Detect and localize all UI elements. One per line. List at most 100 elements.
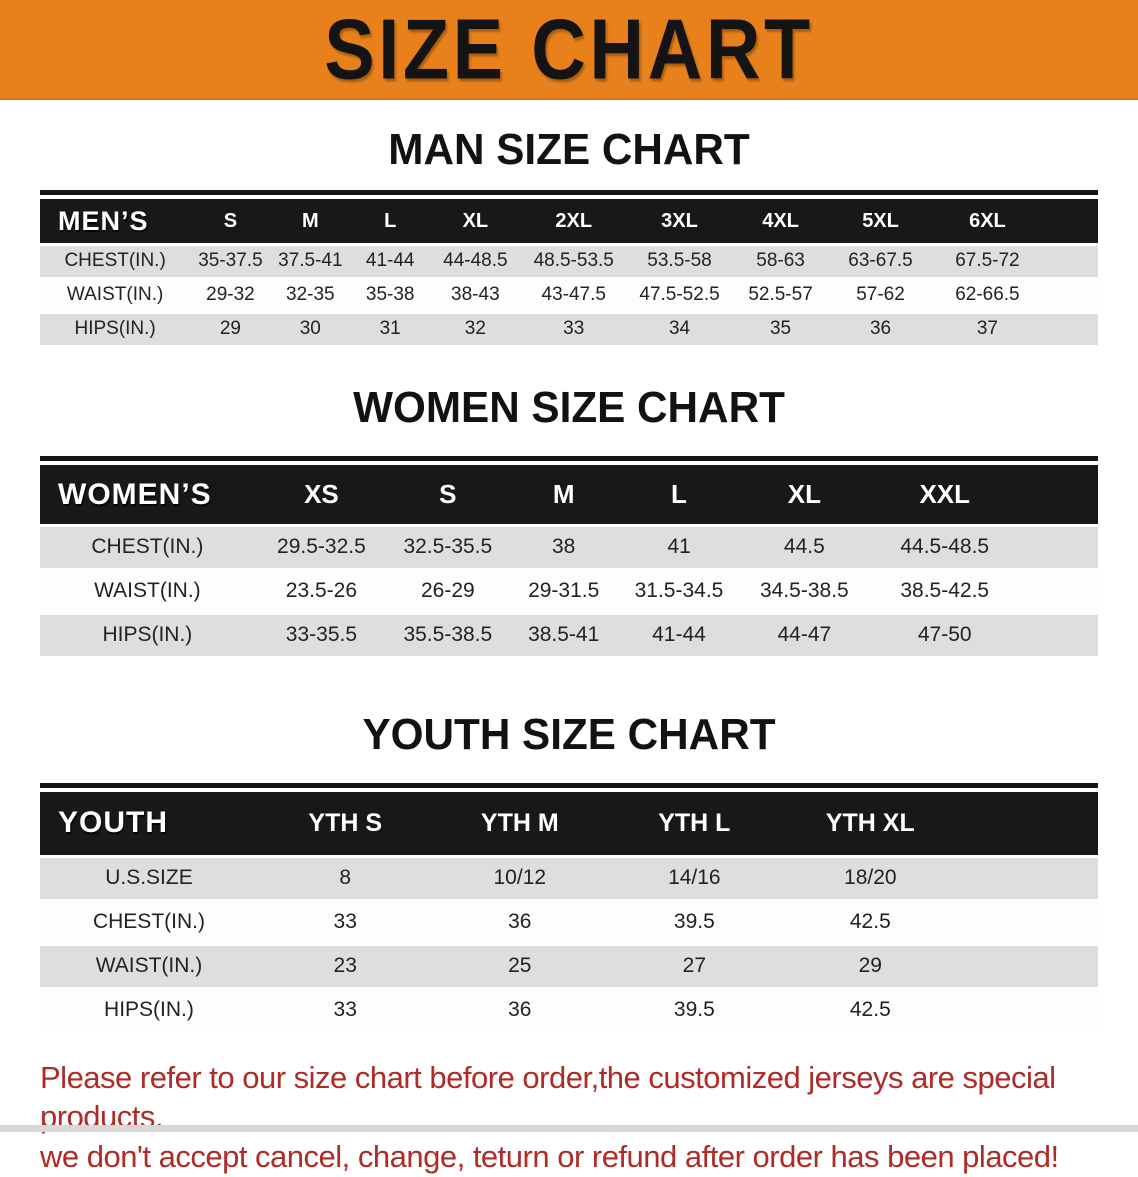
size-value-cell: 43-47.5 bbox=[520, 278, 628, 314]
row-label: U.S.SIZE bbox=[40, 856, 258, 902]
size-value-cell: 33 bbox=[257, 988, 433, 1034]
size-value-cell: 38.5-42.5 bbox=[870, 569, 1098, 615]
size-value-cell: 36 bbox=[432, 900, 608, 946]
size-column-header: S bbox=[190, 199, 271, 246]
size-value-cell: 47.5-52.5 bbox=[627, 278, 732, 314]
size-column-header: YTH M bbox=[432, 792, 608, 858]
size-value-cell: 31.5-34.5 bbox=[619, 569, 739, 615]
size-charts: MAN SIZE CHART MEN’S S M L XL 2XL 3XL 4XL 5XL 6XL… bbox=[0, 125, 1138, 1034]
size-column-header: S bbox=[388, 465, 508, 527]
size-value-cell: 44.5 bbox=[738, 525, 871, 571]
size-column-header: M bbox=[270, 199, 350, 246]
size-value-cell: 57-62 bbox=[829, 278, 932, 314]
size-value-cell: 29 bbox=[781, 944, 1098, 990]
size-value-cell: 42.5 bbox=[781, 988, 1098, 1034]
measurement-row: CHEST(IN.) 33 36 39.5 42.5 bbox=[40, 900, 1098, 946]
size-value-cell: 67.5-72 bbox=[931, 244, 1098, 280]
size-value-cell: 42.5 bbox=[781, 900, 1098, 946]
size-value-cell: 14/16 bbox=[607, 856, 782, 902]
size-value-cell: 30 bbox=[270, 312, 350, 348]
youth-corner-label: YOUTH bbox=[40, 792, 258, 858]
size-value-cell: 58-63 bbox=[731, 244, 830, 280]
size-table-wrap: MEN’S S M L XL 2XL 3XL 4XL 5XL 6XL CHEST(IN.) 35-3… bbox=[40, 190, 1098, 348]
size-value-cell: 41-44 bbox=[349, 244, 431, 280]
size-value-cell: 34.5-38.5 bbox=[738, 569, 871, 615]
row-label: WAIST(IN.) bbox=[40, 569, 255, 615]
youth-size-table: YOUTH YTH S YTH M YTH L YTH XL U.S.SIZE 8 10/1… bbox=[40, 792, 1098, 1034]
bottom-edge-strip bbox=[0, 1125, 1138, 1132]
size-column-header: YTH S bbox=[257, 792, 433, 858]
order-notice: Please refer to our size chart before or… bbox=[40, 1058, 1102, 1177]
size-value-cell: 27 bbox=[607, 944, 782, 990]
size-value-cell: 35.5-38.5 bbox=[388, 613, 508, 659]
size-value-cell: 29.5-32.5 bbox=[254, 525, 389, 571]
size-column-header: 6XL bbox=[931, 199, 1098, 246]
size-value-cell: 29-32 bbox=[190, 278, 271, 314]
measurement-row: CHEST(IN.) 35-37.5 37.5-41 41-44 44-48.5 48.5… bbox=[40, 244, 1098, 280]
size-value-cell: 37 bbox=[931, 312, 1098, 348]
size-value-cell: 23 bbox=[257, 944, 433, 990]
size-value-cell: 36 bbox=[829, 312, 932, 348]
size-value-cell: 44-48.5 bbox=[430, 244, 521, 280]
size-value-cell: 41 bbox=[619, 525, 739, 571]
size-header-row: YOUTH YTH S YTH M YTH L YTH XL bbox=[40, 792, 1098, 858]
size-value-cell: 38-43 bbox=[430, 278, 521, 314]
row-label: CHEST(IN.) bbox=[40, 244, 191, 280]
size-value-cell: 39.5 bbox=[607, 988, 782, 1034]
size-value-cell: 52.5-57 bbox=[731, 278, 830, 314]
size-header-row: WOMEN’S XS S M L XL XXL bbox=[40, 465, 1098, 527]
measurement-row: U.S.SIZE 8 10/12 14/16 18/20 bbox=[40, 856, 1098, 902]
size-value-cell: 38.5-41 bbox=[507, 613, 620, 659]
row-label: CHEST(IN.) bbox=[40, 525, 255, 571]
size-value-cell: 33 bbox=[257, 900, 433, 946]
womens-size-table: WOMEN’S XS S M L XL XXL CHEST(IN.) 29.5-32.5 32.… bbox=[40, 465, 1098, 659]
size-value-cell: 47-50 bbox=[870, 613, 1098, 659]
measurement-row: WAIST(IN.) 29-32 32-35 35-38 38-43 43-47.5 47.… bbox=[40, 278, 1098, 314]
size-value-cell: 63-67.5 bbox=[829, 244, 932, 280]
section-heading: WOMEN SIZE CHART bbox=[353, 382, 785, 432]
size-value-cell: 32.5-35.5 bbox=[388, 525, 508, 571]
size-column-header: YTH XL bbox=[781, 792, 1098, 858]
size-column-header: M bbox=[507, 465, 620, 527]
womens-corner-label: WOMEN’S bbox=[40, 465, 255, 527]
size-value-cell: 35-38 bbox=[349, 278, 431, 314]
size-table-wrap: WOMEN’S XS S M L XL XXL CHEST(IN.) 29.5-32.5 32.… bbox=[40, 456, 1098, 659]
section-heading: MAN SIZE CHART bbox=[388, 125, 750, 174]
size-value-cell: 32 bbox=[430, 312, 521, 348]
size-column-header: 3XL bbox=[627, 199, 732, 246]
row-label: HIPS(IN.) bbox=[40, 613, 255, 659]
size-value-cell: 44.5-48.5 bbox=[870, 525, 1098, 571]
notice-line-1: Please refer to our size chart before or… bbox=[40, 1059, 1056, 1135]
size-column-header: 2XL bbox=[520, 199, 628, 246]
size-value-cell: 36 bbox=[432, 988, 608, 1034]
mens-size-table: MEN’S S M L XL 2XL 3XL 4XL 5XL 6XL CHEST(IN.) 35-3… bbox=[40, 199, 1098, 348]
size-table-wrap: YOUTH YTH S YTH M YTH L YTH XL U.S.SIZE 8 10/1… bbox=[40, 783, 1098, 1034]
notice-line-2: we don't accept cancel, change, teturn o… bbox=[40, 1139, 1059, 1175]
measurement-row: HIPS(IN.) 33-35.5 35.5-38.5 38.5-41 41-44 44-… bbox=[40, 613, 1098, 659]
size-value-cell: 18/20 bbox=[781, 856, 1098, 902]
size-value-cell: 38 bbox=[507, 525, 620, 571]
size-value-cell: 48.5-53.5 bbox=[520, 244, 628, 280]
size-value-cell: 23.5-26 bbox=[254, 569, 389, 615]
measurement-row: CHEST(IN.) 29.5-32.5 32.5-35.5 38 41 44.5 44.5… bbox=[40, 525, 1098, 571]
section-youth: YOUTH SIZE CHART YOUTH YTH S YTH M YTH L YTH… bbox=[0, 710, 1138, 1034]
size-column-header: YTH L bbox=[607, 792, 782, 858]
size-value-cell: 62-66.5 bbox=[931, 278, 1098, 314]
measurement-row: WAIST(IN.) 23 25 27 29 bbox=[40, 944, 1098, 990]
size-column-header: L bbox=[349, 199, 431, 246]
size-column-header: 5XL bbox=[829, 199, 932, 246]
row-label: WAIST(IN.) bbox=[40, 944, 258, 990]
size-column-header: L bbox=[619, 465, 739, 527]
size-column-header: XXL bbox=[870, 465, 1098, 527]
banner-title: SIZE CHART bbox=[324, 1, 814, 97]
row-label: WAIST(IN.) bbox=[40, 278, 191, 314]
size-header-row: MEN’S S M L XL 2XL 3XL 4XL 5XL 6XL bbox=[40, 199, 1098, 246]
row-label: HIPS(IN.) bbox=[40, 988, 258, 1034]
row-label: CHEST(IN.) bbox=[40, 900, 258, 946]
section-mens: MAN SIZE CHART MEN’S S M L XL 2XL 3XL 4XL 5XL 6XL… bbox=[0, 125, 1138, 348]
size-value-cell: 35-37.5 bbox=[190, 244, 271, 280]
size-value-cell: 33 bbox=[520, 312, 628, 348]
size-value-cell: 33-35.5 bbox=[254, 613, 389, 659]
measurement-row: HIPS(IN.) 33 36 39.5 42.5 bbox=[40, 988, 1098, 1034]
measurement-row: WAIST(IN.) 23.5-26 26-29 29-31.5 31.5-34.5 34… bbox=[40, 569, 1098, 615]
